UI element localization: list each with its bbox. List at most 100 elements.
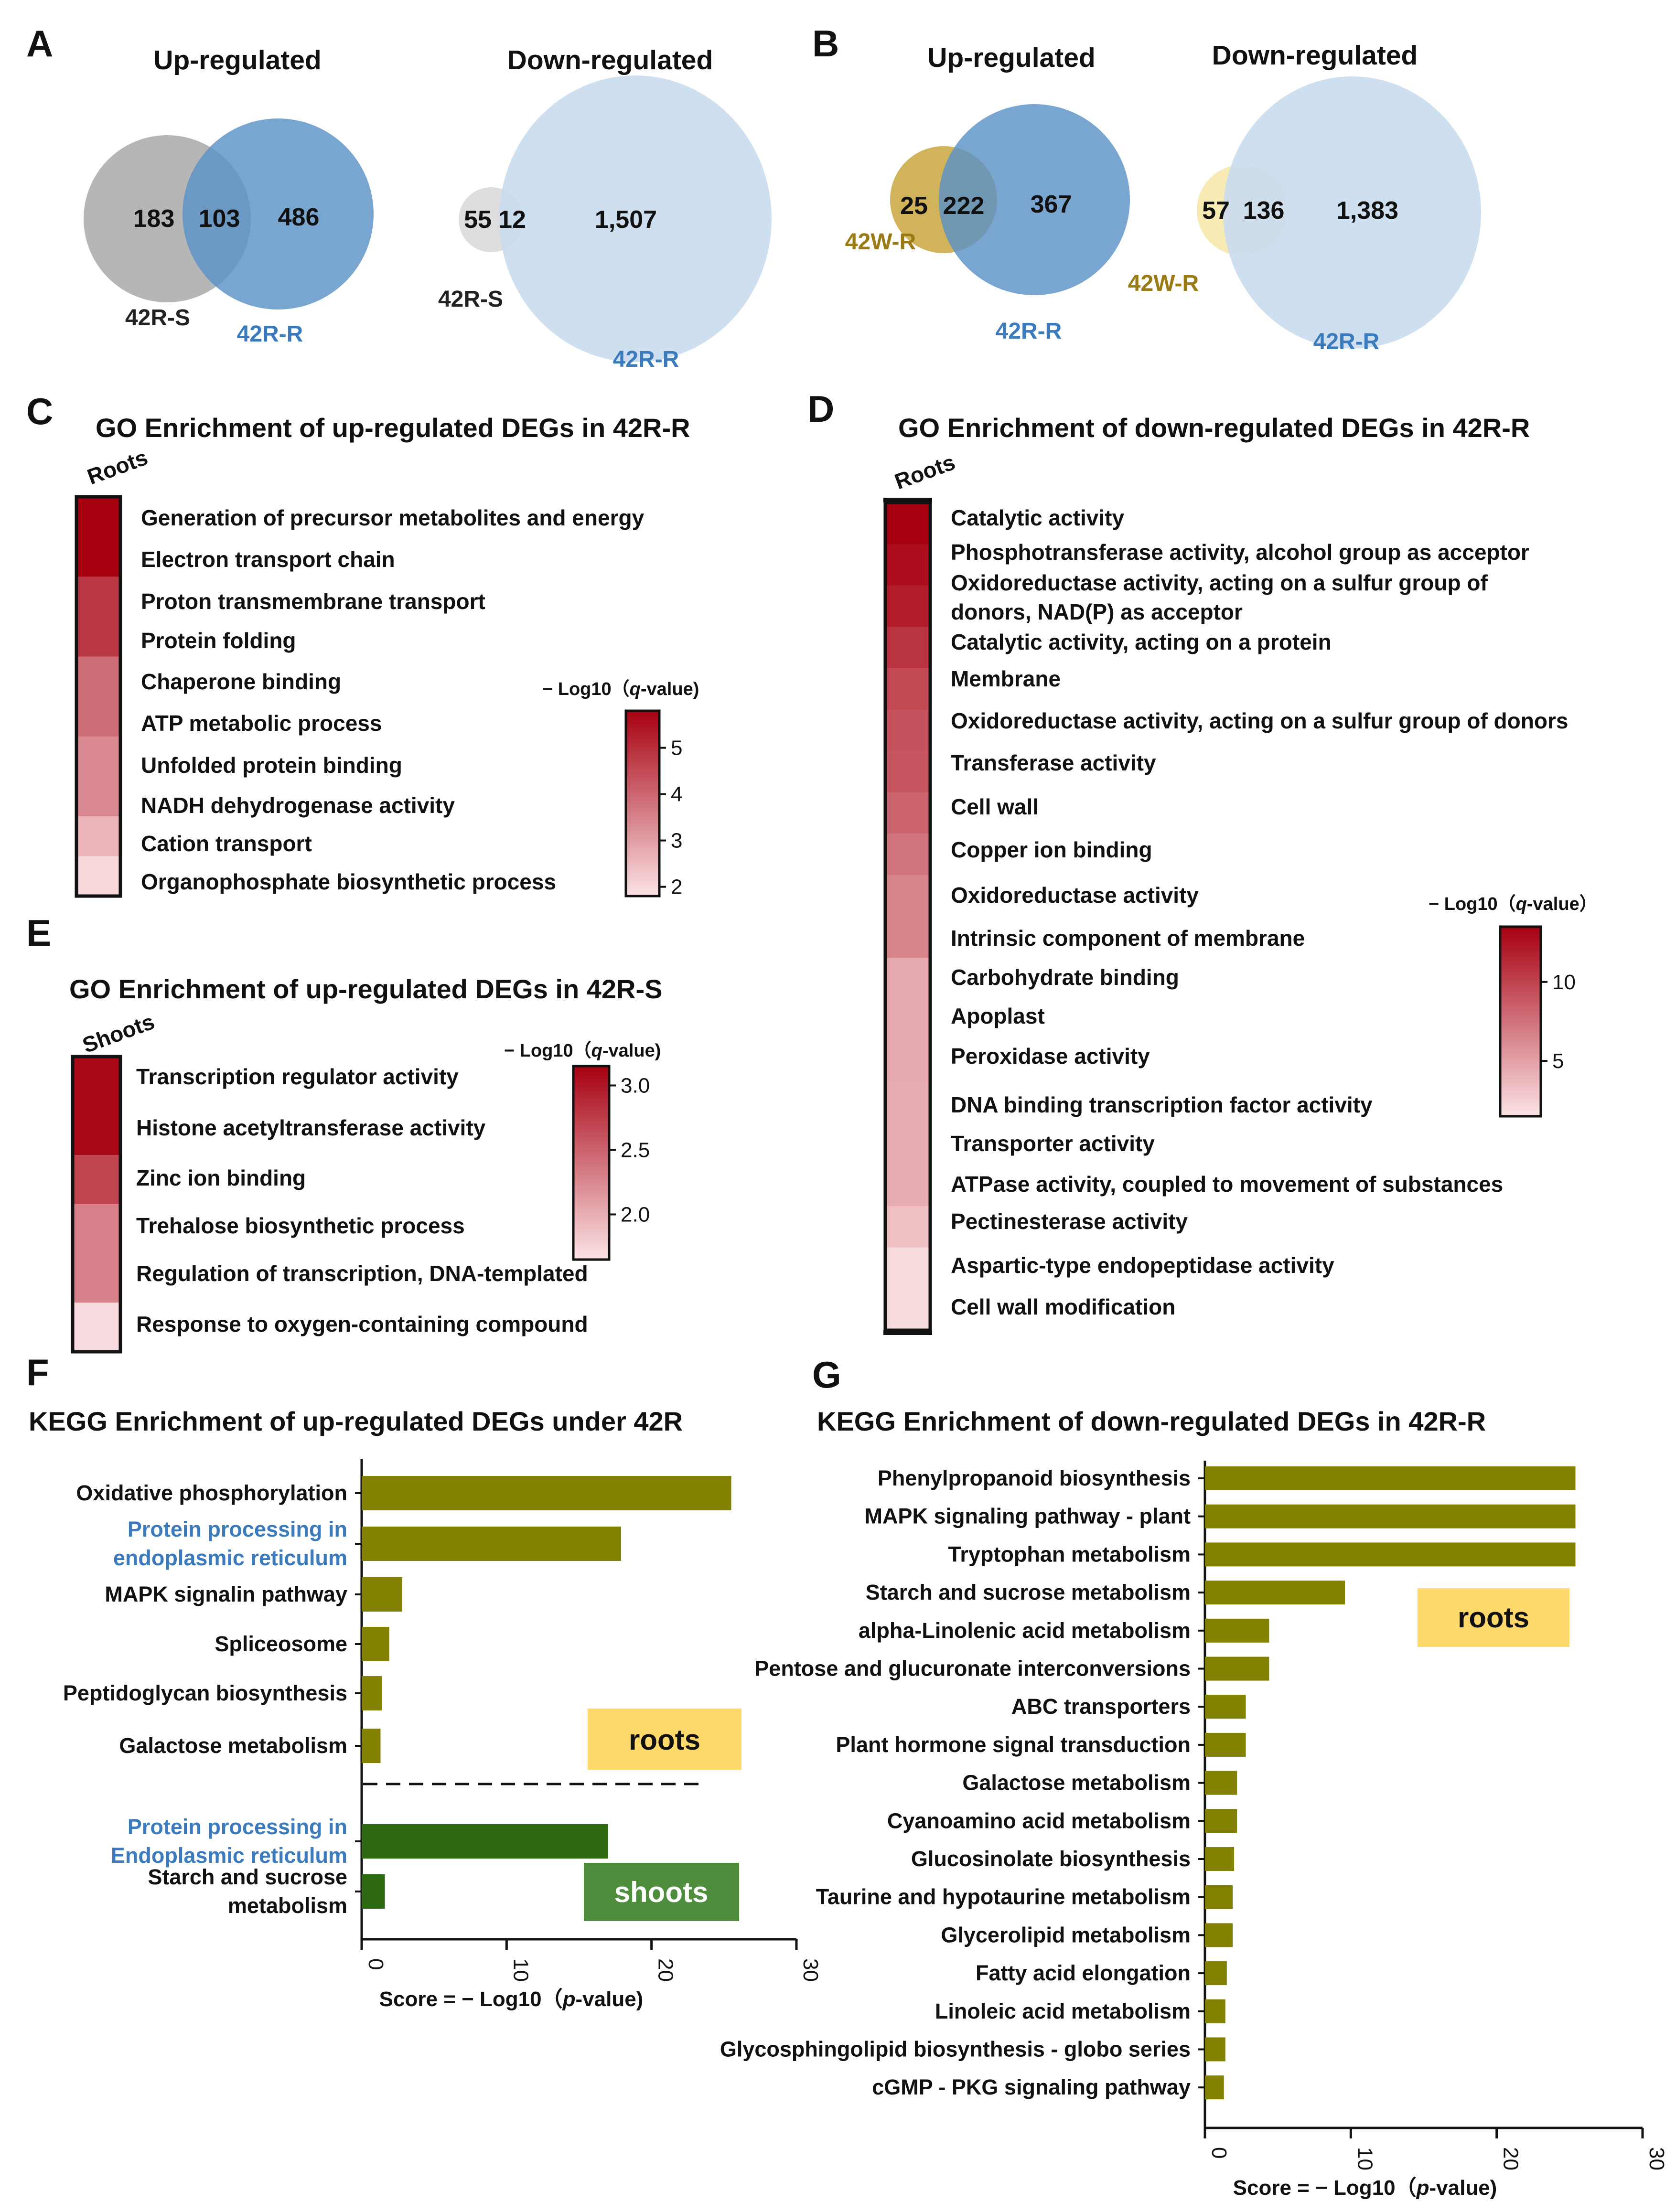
venn-a-up-circle-42r-r <box>183 118 374 310</box>
bar-category-label: Plant hormone signal transduction <box>836 1732 1191 1757</box>
heat-cell <box>885 792 930 834</box>
heat-row-label: Histone acetyltransferase activity <box>136 1115 486 1140</box>
heat-cell <box>73 1303 120 1352</box>
heat-row-label: ATP metabolic process <box>141 711 382 736</box>
colorbar-tick-label: 2 <box>671 876 682 899</box>
bar <box>1205 2037 1225 2062</box>
venn-a-down-right-count: 1,507 <box>595 206 657 234</box>
venn-a-down-left-set: 42R-S <box>438 287 503 312</box>
panel-label-g: G <box>812 1354 841 1396</box>
heat-row-label: Catalytic activity, acting on a protein <box>951 630 1332 654</box>
heat-cell <box>885 1289 930 1331</box>
x-tick-label: 30 <box>1645 2147 1668 2170</box>
venn-a-up-left-set: 42R-S <box>125 305 190 331</box>
panel-label-f: F <box>26 1351 49 1393</box>
heat-row-label: Cell wall modification <box>951 1294 1175 1319</box>
bar <box>1205 1695 1246 1719</box>
heat-row-label: Aspartic-type endopeptidase activity <box>951 1253 1334 1278</box>
heat-cell <box>885 1082 930 1124</box>
bar <box>1205 1771 1237 1795</box>
bar-category-label: Fatty acid elongation <box>976 1961 1191 1985</box>
heat-cell <box>73 1253 120 1303</box>
venn-a-down-left-count: 55 <box>464 206 492 234</box>
heat-cell <box>885 999 930 1041</box>
bar <box>1205 1466 1576 1490</box>
heat-row-label: Cation transport <box>141 831 312 856</box>
heatmap-e-title: GO Enrichment of up-regulated DEGs in 42… <box>69 974 663 1004</box>
heat-cell <box>73 1106 120 1155</box>
colorbar-d-title: − Log10（q-value） <box>1429 894 1598 914</box>
bar <box>1205 1961 1227 1986</box>
bar-category-label: Protein processing in endoplasmic reticul… <box>113 1517 347 1570</box>
bar-category-label: MAPK signaling pathway - plant <box>864 1504 1191 1528</box>
heatmap-c-column-label: Roots <box>84 445 151 489</box>
bar <box>1205 1809 1237 1833</box>
heat-row-label: Electron transport chain <box>141 547 395 572</box>
heat-row-label: Peroxidase activity <box>951 1044 1150 1069</box>
bar <box>362 1874 385 1909</box>
heat-cell <box>885 544 930 586</box>
colorbar-tick-label: 2.0 <box>621 1203 650 1227</box>
venn-b-up: 25 222 367 42W-R 42R-R <box>845 104 1130 344</box>
colorbar-d: 10 5 <box>1499 925 1576 1118</box>
venn-b-up-title: Up-regulated <box>927 43 1096 73</box>
heat-cell <box>76 696 120 737</box>
venn-b-down-left-set: 42W-R <box>1128 271 1199 296</box>
colorbar-tick-label: 3 <box>671 829 682 853</box>
heatmap-c-title: GO Enrichment of up-regulated DEGs in 42… <box>96 413 690 443</box>
bar <box>362 1729 381 1763</box>
kegg-f-plot: 0 10 20 30 Oxidative phosphorylation Protein … <box>63 1459 822 1982</box>
venn-a-up: 183 103 486 42R-S 42R-R <box>84 118 374 347</box>
heat-row-label: ATPase activity, coupled to movement of … <box>951 1172 1503 1197</box>
heat-row-label: Organophosphate biosynthetic process <box>141 869 556 894</box>
bar-category-label: alpha-Linolenic acid metabolism <box>859 1618 1191 1643</box>
colorbar-gradient <box>624 709 661 898</box>
bar-category-label: Protein processing in Endoplasmic reticul… <box>111 1815 347 1868</box>
bar <box>1205 1732 1246 1757</box>
panel-label-a: A <box>26 22 53 64</box>
venn-b-up-right-set: 42R-R <box>996 319 1062 344</box>
colorbar-gradient <box>1499 925 1542 1118</box>
kegg-f-badge-shoots-bg <box>584 1863 739 1921</box>
heatmap-e-column-label: Shoots <box>79 1009 158 1058</box>
heat-row-label: Transferase activity <box>951 750 1156 775</box>
bar-category-label: Taurine and hypotaurine metabolism <box>816 1885 1191 1909</box>
x-tick-label: 10 <box>1353 2147 1376 2170</box>
kegg-g-badge-roots-bg <box>1418 1588 1569 1647</box>
venn-b-up-circle-42r-r <box>939 104 1130 295</box>
heat-row-label: Unfolded protein binding <box>141 753 402 778</box>
heat-row-label: Catalytic activity <box>951 505 1124 530</box>
heat-frame <box>71 1055 122 1354</box>
kegg-f-xlabel: Score = − Log10（p-value) <box>379 1988 644 2011</box>
kegg-g-badge-roots: roots <box>1458 1602 1529 1634</box>
bar <box>362 1627 389 1661</box>
heat-row-label: NADH dehydrogenase activity <box>141 793 455 818</box>
colorbar-e-title: − Log10（q-value) <box>504 1041 661 1061</box>
venn-a-down-title: Down-regulated <box>507 45 713 75</box>
heat-row-label: Membrane <box>951 666 1061 691</box>
bar-category-label: Spliceosome <box>215 1632 347 1656</box>
heat-cell <box>73 1155 120 1205</box>
panel-label-e: E <box>26 912 51 954</box>
venn-a-up-title: Up-regulated <box>153 45 322 75</box>
venn-b-down-right-count: 1,383 <box>1336 197 1398 224</box>
heat-row-label: Regulation of transcription, DNA-templat… <box>136 1261 588 1286</box>
bar-category-label: Starch and sucrose metabolism <box>866 1580 1191 1604</box>
kegg-g-xlabel: Score = − Log10（p-value) <box>1233 2176 1497 2200</box>
bar <box>362 1476 731 1510</box>
heat-row-label: Copper ion binding <box>951 837 1152 862</box>
bar-category-label: Galactose metabolism <box>119 1733 347 1758</box>
bar <box>1205 1581 1345 1605</box>
bar-category-label: Galactose metabolism <box>962 1771 1191 1795</box>
heat-row-label: Chaperone binding <box>141 669 341 694</box>
heat-row-label: Protein folding <box>141 628 296 653</box>
venn-b-up-left-count: 25 <box>900 192 928 220</box>
x-tick-label: 30 <box>799 1958 822 1982</box>
heat-row-label: Trehalose biosynthetic process <box>136 1213 465 1238</box>
heat-top-bar <box>883 498 932 502</box>
heat-row-label: Apoplast <box>951 1004 1045 1028</box>
heatmap-e: Transcription regulator activity Histone … <box>71 1055 588 1354</box>
heat-row-label: Oxidoreductase activity <box>951 883 1199 908</box>
heat-row-label: Response to oxygen-containing compound <box>136 1312 588 1336</box>
venn-b-up-left-set: 42W-R <box>845 229 916 255</box>
